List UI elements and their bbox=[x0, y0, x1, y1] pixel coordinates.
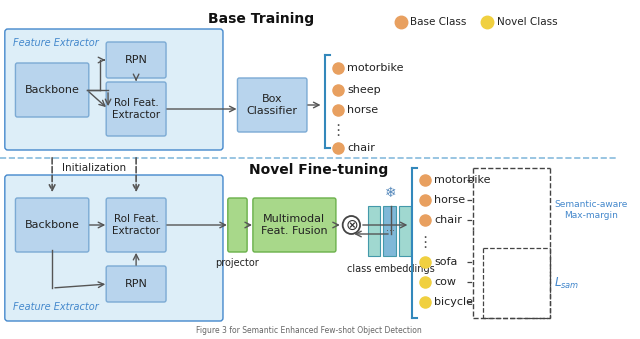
Text: Novel Class: Novel Class bbox=[497, 17, 557, 27]
Text: horse: horse bbox=[348, 105, 379, 115]
Text: cow: cow bbox=[435, 277, 456, 287]
FancyBboxPatch shape bbox=[237, 78, 307, 132]
Text: motorbike: motorbike bbox=[348, 63, 404, 73]
Text: Box
Classifier: Box Classifier bbox=[246, 94, 298, 116]
Text: Multimodal
Feat. Fusion: Multimodal Feat. Fusion bbox=[261, 214, 328, 236]
FancyBboxPatch shape bbox=[5, 29, 223, 150]
Text: horse: horse bbox=[435, 195, 465, 205]
Text: Backbone: Backbone bbox=[25, 85, 79, 95]
FancyBboxPatch shape bbox=[253, 198, 336, 252]
FancyBboxPatch shape bbox=[15, 63, 89, 117]
FancyBboxPatch shape bbox=[106, 266, 166, 302]
FancyBboxPatch shape bbox=[399, 206, 412, 256]
FancyBboxPatch shape bbox=[106, 82, 166, 136]
Text: chair: chair bbox=[435, 215, 462, 225]
FancyBboxPatch shape bbox=[15, 198, 89, 252]
Text: RPN: RPN bbox=[125, 279, 148, 289]
Text: ❄: ❄ bbox=[385, 186, 397, 200]
FancyBboxPatch shape bbox=[5, 175, 223, 321]
Circle shape bbox=[342, 216, 360, 234]
Text: projector: projector bbox=[216, 258, 259, 268]
Text: chair: chair bbox=[348, 143, 376, 153]
Text: sheep: sheep bbox=[348, 85, 381, 95]
Text: Semantic-aware
Max-margin: Semantic-aware Max-margin bbox=[554, 200, 627, 220]
Text: ⋮: ⋮ bbox=[330, 122, 346, 138]
Text: Feature Extractor: Feature Extractor bbox=[13, 302, 99, 312]
Text: ⋮: ⋮ bbox=[417, 235, 433, 250]
Text: RoI Feat.
Extractor: RoI Feat. Extractor bbox=[112, 98, 160, 120]
Text: Base Class: Base Class bbox=[410, 17, 467, 27]
Text: Initialization: Initialization bbox=[62, 163, 126, 173]
Text: bicycle: bicycle bbox=[435, 297, 474, 307]
FancyBboxPatch shape bbox=[106, 42, 166, 78]
Text: $L_{sam}$: $L_{sam}$ bbox=[554, 276, 579, 291]
Text: RPN: RPN bbox=[125, 55, 148, 65]
FancyBboxPatch shape bbox=[106, 198, 166, 252]
Text: ···: ··· bbox=[387, 226, 396, 236]
Text: motorbike: motorbike bbox=[435, 175, 491, 185]
Text: Backbone: Backbone bbox=[25, 220, 79, 230]
Text: Novel Fine-tuning: Novel Fine-tuning bbox=[249, 163, 388, 177]
FancyBboxPatch shape bbox=[368, 206, 380, 256]
Text: Base Training: Base Training bbox=[207, 12, 314, 26]
FancyBboxPatch shape bbox=[383, 206, 396, 256]
Text: class embeddings: class embeddings bbox=[347, 264, 435, 274]
Text: Feature Extractor: Feature Extractor bbox=[13, 38, 99, 48]
Text: Figure 3 for Semantic Enhanced Few-shot Object Detection: Figure 3 for Semantic Enhanced Few-shot … bbox=[196, 326, 422, 335]
Text: $\otimes$: $\otimes$ bbox=[345, 218, 358, 233]
Text: sofa: sofa bbox=[435, 257, 458, 267]
Text: RoI Feat.
Extractor: RoI Feat. Extractor bbox=[112, 214, 160, 236]
FancyBboxPatch shape bbox=[228, 198, 247, 252]
